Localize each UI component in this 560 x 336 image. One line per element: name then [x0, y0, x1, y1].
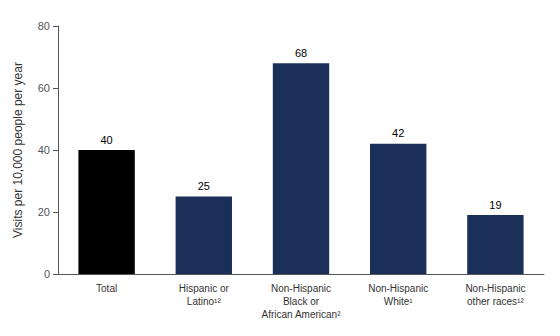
svg-text:Total: Total — [96, 283, 117, 294]
svg-text:19: 19 — [489, 199, 501, 211]
svg-text:25: 25 — [198, 180, 210, 192]
svg-text:Black or: Black or — [283, 296, 320, 307]
svg-text:42: 42 — [392, 127, 404, 139]
svg-text:80: 80 — [38, 20, 50, 32]
svg-text:0: 0 — [44, 268, 50, 280]
svg-text:40: 40 — [100, 134, 112, 146]
svg-text:other races¹²: other races¹² — [467, 296, 524, 307]
svg-text:40: 40 — [38, 144, 50, 156]
svg-text:Non-Hispanic: Non-Hispanic — [465, 283, 525, 294]
svg-text:Non-Hispanic: Non-Hispanic — [271, 283, 331, 294]
svg-text:White¹: White¹ — [384, 296, 414, 307]
svg-text:Visits per 10,000 people per y: Visits per 10,000 people per year — [11, 62, 25, 238]
svg-text:Latino¹²: Latino¹² — [187, 296, 222, 307]
svg-text:Non-Hispanic: Non-Hispanic — [368, 283, 428, 294]
svg-text:60: 60 — [38, 82, 50, 94]
svg-text:African American²: African American² — [262, 309, 342, 320]
svg-text:Hispanic or: Hispanic or — [179, 283, 230, 294]
svg-text:68: 68 — [295, 47, 307, 59]
svg-text:20: 20 — [38, 206, 50, 218]
